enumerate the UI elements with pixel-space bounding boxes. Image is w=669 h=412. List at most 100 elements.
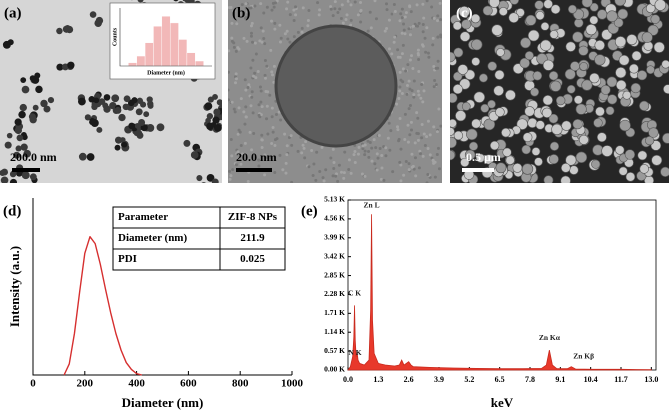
noise	[285, 29, 289, 33]
noise	[288, 40, 292, 44]
noise	[421, 154, 425, 158]
noise	[338, 7, 342, 11]
noise	[247, 83, 251, 87]
noise	[397, 139, 401, 143]
particle	[567, 4, 577, 14]
noise	[412, 79, 416, 83]
noise	[401, 43, 405, 47]
particle	[662, 132, 669, 144]
noise	[424, 50, 428, 54]
noise	[257, 164, 261, 168]
particle	[200, 186, 207, 193]
noise	[410, 89, 414, 93]
particle	[618, 166, 628, 176]
noise	[420, 82, 424, 86]
noise	[431, 36, 435, 40]
noise	[271, 73, 275, 77]
x-tick-label: 11.7	[614, 375, 628, 384]
noise	[391, 170, 395, 174]
particle	[461, 102, 471, 111]
noise	[385, 27, 389, 31]
noise	[228, 177, 232, 181]
x-tick-label: 6.5	[495, 375, 505, 384]
particle	[619, 119, 631, 132]
noise	[286, 37, 290, 41]
particle	[216, 99, 222, 106]
x-axis-label: keV	[491, 395, 514, 410]
x-tick-label: 0.0	[343, 375, 353, 384]
noise	[259, 26, 263, 30]
noise	[270, 70, 274, 74]
x-tick-label: 10.4	[584, 375, 598, 384]
noise	[437, 167, 441, 171]
particle	[98, 98, 106, 105]
x-tick-label: 800	[232, 378, 249, 390]
noise	[346, 0, 350, 3]
noise	[322, 179, 326, 183]
noise	[422, 132, 426, 136]
particle	[550, 4, 561, 15]
noise	[292, 18, 296, 22]
noise	[283, 132, 287, 136]
annotation: Zn L	[364, 201, 380, 210]
particle	[626, 34, 638, 46]
particle	[137, 0, 144, 3]
histogram-bar	[186, 52, 196, 67]
particle	[613, 17, 624, 28]
particle	[9, 171, 17, 178]
particle	[617, 8, 629, 20]
noise	[359, 1, 363, 5]
noise	[432, 85, 436, 89]
particle	[572, 118, 583, 130]
noise	[399, 78, 403, 82]
noise	[384, 146, 388, 150]
particle	[206, 174, 215, 182]
noise	[332, 160, 336, 164]
noise	[253, 71, 257, 75]
noise	[360, 172, 364, 176]
particle	[527, 29, 540, 42]
noise	[435, 130, 439, 134]
particle	[20, 143, 28, 151]
particle	[639, 100, 650, 111]
particle	[121, 141, 128, 148]
particle	[663, 84, 669, 94]
noise	[241, 152, 245, 156]
noise	[270, 141, 274, 145]
noise	[368, 10, 372, 14]
noise	[363, 174, 367, 178]
noise	[331, 14, 335, 18]
noise	[273, 138, 277, 142]
line	[63, 236, 142, 376]
noise	[439, 124, 442, 128]
noise	[417, 93, 421, 97]
noise	[263, 76, 267, 80]
particle	[524, 51, 534, 61]
noise	[410, 54, 414, 58]
annotation: Zn Kα	[539, 333, 561, 342]
noise	[263, 58, 267, 62]
area	[347, 214, 652, 371]
noise	[228, 98, 231, 102]
noise	[359, 20, 363, 24]
noise	[400, 52, 404, 56]
particle	[460, 157, 470, 168]
particle	[589, 15, 599, 25]
noise	[433, 175, 437, 179]
particle	[501, 127, 511, 138]
noise	[272, 5, 276, 9]
noise	[268, 93, 272, 97]
noise	[257, 158, 261, 162]
noise	[236, 46, 240, 50]
noise	[415, 111, 419, 115]
noise	[385, 8, 389, 12]
noise	[436, 59, 440, 63]
noise	[239, 97, 243, 101]
particle	[61, 63, 69, 71]
noise	[244, 115, 248, 119]
histogram-bar	[153, 26, 163, 67]
noise	[415, 24, 419, 28]
noise	[403, 15, 407, 19]
noise	[320, 145, 324, 149]
particle	[639, 164, 650, 174]
